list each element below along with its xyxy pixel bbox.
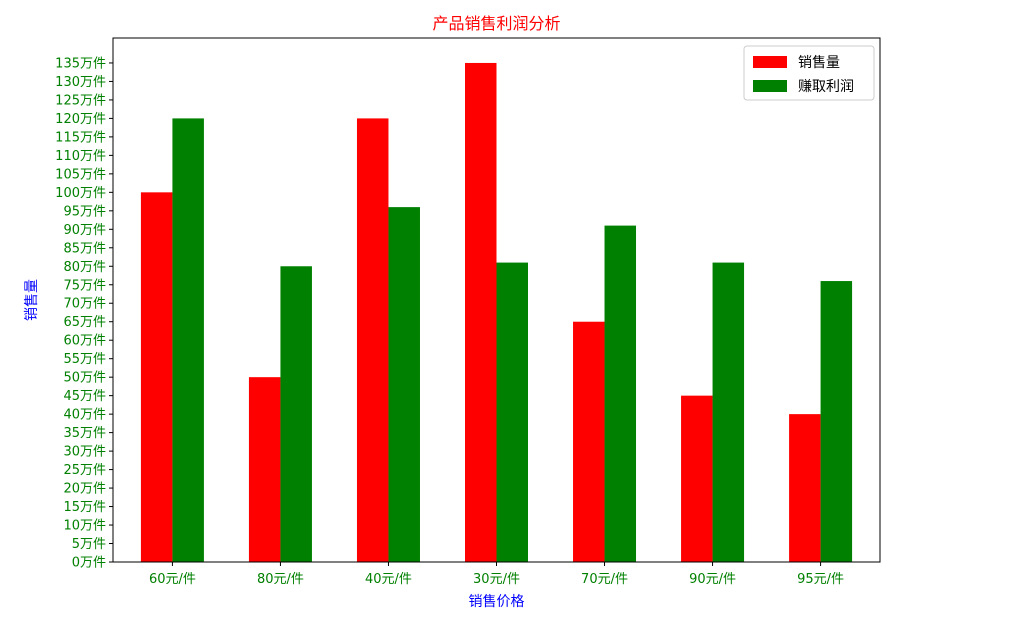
y-tick-label: 105万件 [55,167,106,182]
bar-profit-1 [280,266,312,562]
legend-swatch-profit [753,80,787,92]
bar-profit-3 [496,262,528,562]
y-tick-label: 5万件 [72,537,106,552]
y-tick-label: 125万件 [55,93,106,108]
y-tick-label: 65万件 [63,315,106,330]
y-tick-label: 15万件 [63,500,106,515]
y-tick-label: 75万件 [63,278,106,293]
x-axis-label: 销售价格 [469,594,525,610]
legend-swatch-sales [753,56,787,68]
y-tick-label: 90万件 [63,223,106,238]
y-tick-label: 55万件 [63,352,106,367]
y-tick-label: 100万件 [55,186,106,201]
y-axis: 0万件 5万件 10万件 15万件 20万件 25万件 30万件 35万件 40万件 45万件 50… [55,56,113,571]
y-tick-label: 35万件 [63,426,106,441]
y-tick-label: 30万件 [63,445,106,460]
bar-profit-6 [820,281,853,562]
x-tick-label: 40元/件 [365,572,412,587]
y-tick-label: 135万件 [55,56,106,71]
y-tick-label: 40万件 [63,408,106,423]
bar-profit-0 [172,118,204,563]
bar-sales-5 [681,395,713,562]
bar-profit-2 [388,207,420,562]
bar-sales-2 [356,118,389,563]
y-tick-label: 70万件 [63,297,106,312]
x-tick-label: 90元/件 [689,572,736,587]
bars-layer [140,62,853,563]
x-tick-label: 70元/件 [581,572,628,587]
x-axis: 60元/件 80元/件 40元/件 30元/件 70元/件 90元/件 95元/件 [149,562,844,587]
y-tick-label: 115万件 [55,130,106,145]
bar-sales-6 [789,414,821,562]
bar-profit-5 [712,262,745,562]
legend-label-sales: 销售量 [798,55,840,71]
x-tick-label: 95元/件 [797,572,844,587]
x-tick-label: 30元/件 [473,572,520,587]
bar-sales-0 [140,192,173,563]
y-tick-label: 60万件 [63,334,106,349]
x-tick-label: 60元/件 [149,572,196,587]
y-tick-label: 110万件 [55,149,106,164]
y-tick-label: 20万件 [63,482,106,497]
y-tick-label: 10万件 [63,519,106,534]
y-tick-label: 95万件 [63,204,106,219]
bar-profit-4 [604,225,637,563]
y-tick-label: 45万件 [63,389,106,404]
y-axis-label: 销售量 [24,279,40,321]
y-tick-label: 85万件 [63,241,106,256]
legend-label-profit: 赚取利润 [798,79,854,95]
y-tick-label: 50万件 [63,371,106,386]
y-tick-label: 130万件 [55,75,106,90]
x-tick-label: 80元/件 [257,572,304,587]
bar-sales-1 [248,377,281,562]
y-tick-label: 80万件 [63,260,106,275]
y-tick-label: 0万件 [72,556,106,571]
y-tick-label: 25万件 [63,463,106,478]
y-tick-label: 120万件 [55,112,106,127]
chart-title: 产品销售利润分析 [432,14,560,33]
bar-sales-3 [465,62,497,562]
bar-sales-4 [573,321,605,562]
